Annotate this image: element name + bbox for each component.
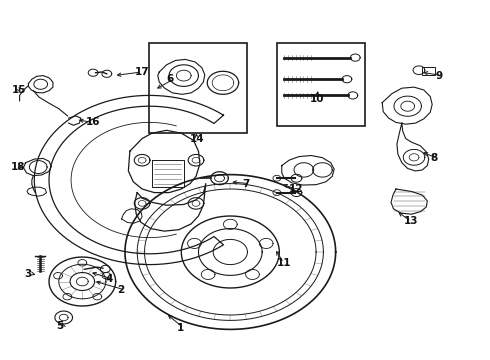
Text: 11: 11 [277, 258, 292, 268]
Text: 13: 13 [404, 216, 419, 226]
Text: 8: 8 [430, 153, 438, 163]
Text: 5: 5 [56, 321, 64, 331]
Text: 12: 12 [289, 184, 304, 194]
Text: 3: 3 [24, 269, 32, 279]
Text: 10: 10 [310, 94, 324, 104]
Text: 14: 14 [190, 134, 205, 144]
Text: 16: 16 [86, 117, 100, 127]
Text: 18: 18 [11, 162, 25, 172]
Text: 7: 7 [243, 179, 250, 189]
Text: 6: 6 [167, 74, 174, 84]
Text: 15: 15 [12, 85, 27, 95]
Text: 17: 17 [135, 67, 149, 77]
Text: 2: 2 [118, 285, 125, 295]
Text: 9: 9 [435, 71, 442, 81]
Text: 1: 1 [176, 323, 184, 333]
Text: 4: 4 [105, 274, 113, 284]
Bar [149, 43, 247, 133]
Bar [277, 43, 365, 126]
